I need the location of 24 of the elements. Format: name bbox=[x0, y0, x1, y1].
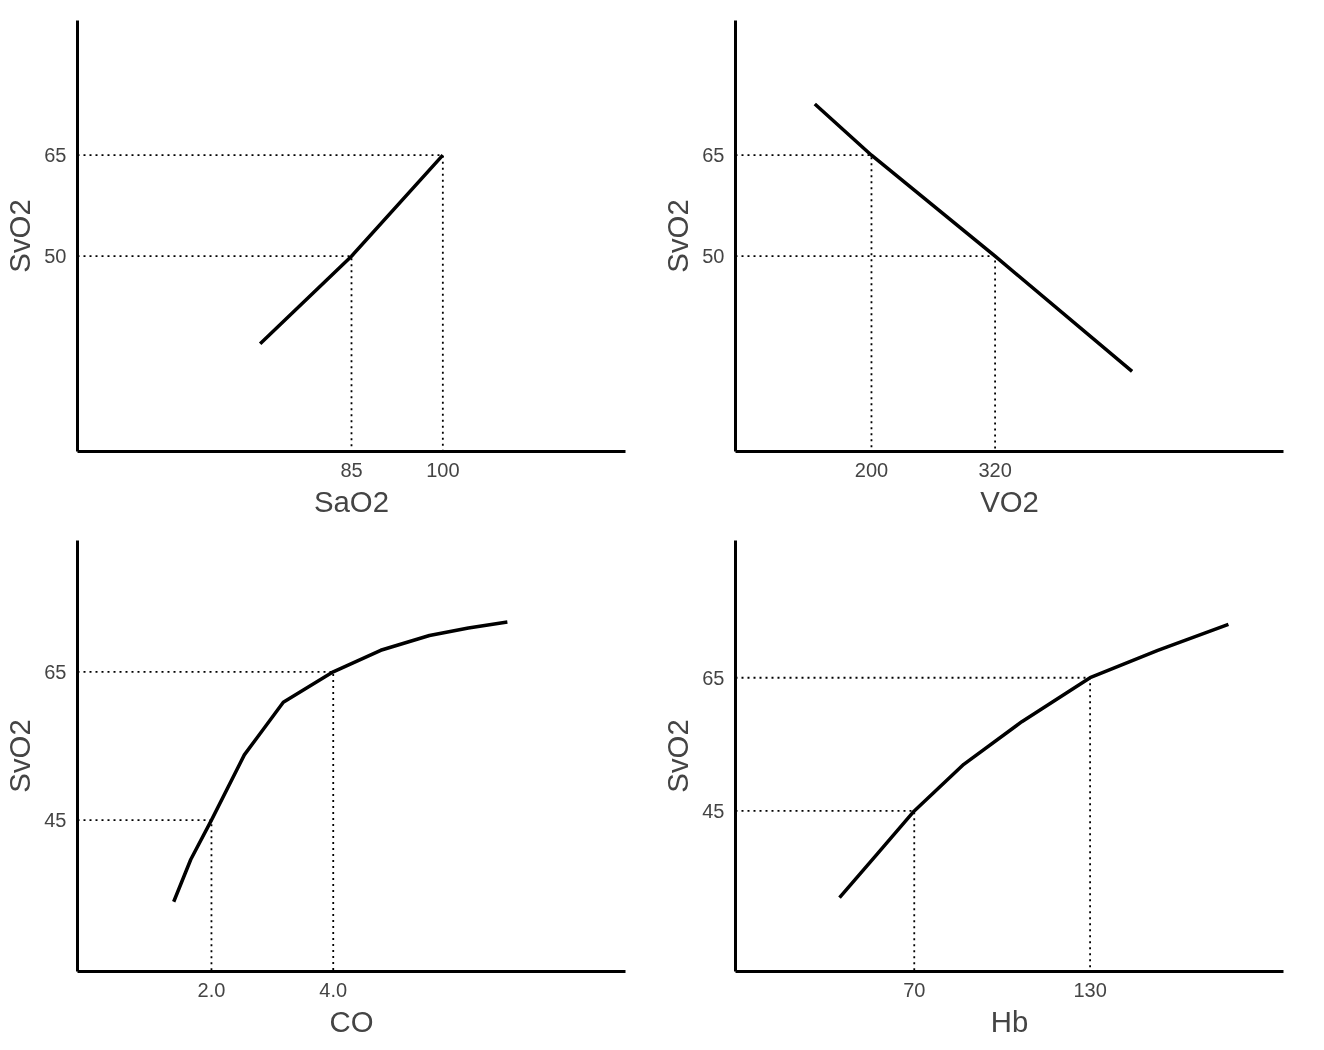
y-tick-label: 65 bbox=[44, 144, 67, 167]
y-tick-label: 65 bbox=[44, 660, 67, 683]
y-tick-label: 65 bbox=[702, 144, 725, 167]
y-axis-title: SvO2 bbox=[3, 719, 37, 793]
x-tick-label: 4.0 bbox=[319, 978, 348, 1001]
x-tick-label: 70 bbox=[903, 978, 926, 1001]
x-axis-title: Hb bbox=[990, 1004, 1029, 1038]
y-tick-label: 45 bbox=[44, 809, 67, 832]
x-axis-title: VO2 bbox=[980, 484, 1039, 518]
x-tick-label: 200 bbox=[854, 458, 889, 481]
y-tick-label: 50 bbox=[702, 245, 725, 268]
y-tick-label: 45 bbox=[702, 799, 725, 822]
x-axis-title: CO bbox=[329, 1004, 374, 1038]
y-tick-label: 50 bbox=[44, 245, 67, 268]
x-axis-title: SaO2 bbox=[314, 484, 389, 518]
x-tick-label: 320 bbox=[978, 458, 1012, 481]
x-tick-label: 100 bbox=[426, 458, 460, 481]
y-axis-title: SvO2 bbox=[661, 199, 695, 273]
x-tick-label: 2.0 bbox=[197, 978, 226, 1001]
y-axis-title: SvO2 bbox=[3, 199, 37, 273]
y-tick-label: 65 bbox=[702, 666, 725, 689]
x-tick-label: 85 bbox=[340, 458, 363, 481]
y-axis-title: SvO2 bbox=[661, 719, 695, 793]
x-tick-label: 130 bbox=[1073, 978, 1107, 1001]
